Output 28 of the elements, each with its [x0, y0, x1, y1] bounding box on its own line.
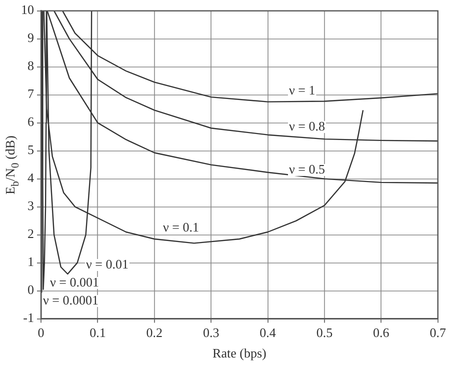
y-tick-label: 3 [28, 198, 34, 214]
y-tick-label: 6 [28, 114, 34, 130]
y-tick-label: 7 [28, 86, 34, 102]
annotation: ν = 0.01 [86, 256, 128, 272]
annotation: ν = 0.8 [289, 118, 325, 134]
x-tick-label: 0.6 [373, 325, 390, 340]
y-tick-label: 9 [28, 30, 34, 46]
y-tick-label: 10 [21, 2, 34, 18]
y-tick-label: 2 [28, 226, 34, 242]
x-tick-label: 0.3 [202, 325, 220, 340]
y-tick-label: 1 [28, 254, 34, 270]
x-tick-label: 0.1 [90, 325, 106, 340]
annotation: ν = 0.0001 [43, 292, 98, 308]
x-tick-label: 0.4 [260, 325, 276, 340]
x-tick-label: 0.2 [146, 325, 163, 340]
y-tick-label: 8 [28, 58, 34, 74]
x-tick-label: 0.7 [430, 325, 446, 340]
y-tick-label: -1 [23, 310, 34, 326]
y-tick-label: 5 [28, 142, 34, 158]
annotation: ν = 0.1 [163, 219, 199, 234]
annotation: ν = 0.5 [289, 161, 325, 176]
y-tick-label: 4 [28, 170, 34, 186]
annotation: ν = 1 [289, 82, 316, 98]
annotation: ν = 0.001 [50, 274, 99, 290]
y-tick-label: 0 [28, 282, 34, 298]
x-axis-title: Rate (bps) [212, 346, 266, 361]
x-tick-label: 0 [38, 325, 44, 340]
x-tick-label: 0.5 [316, 325, 333, 340]
